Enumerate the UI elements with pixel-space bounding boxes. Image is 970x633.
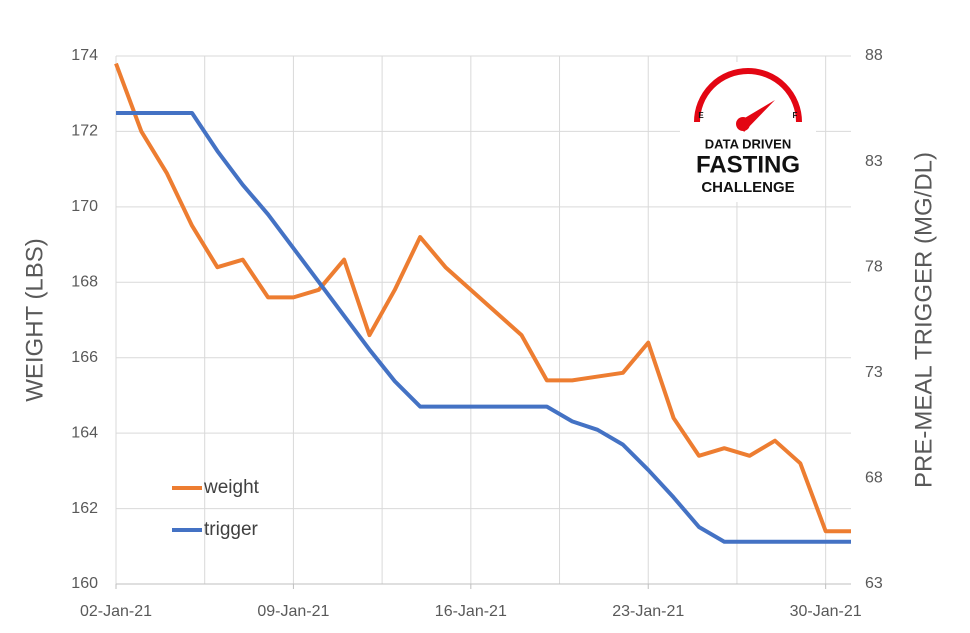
x-tick-label: 02-Jan-21 (80, 603, 152, 620)
series-line (116, 111, 851, 544)
logo-background (680, 62, 816, 202)
y-tick-label: 162 (71, 500, 98, 517)
y2-axis-title: PRE-MEAL TRIGGER (MG/DL) (910, 152, 937, 488)
gauge-label: E (698, 111, 704, 120)
y-tick-label: 168 (71, 274, 98, 291)
logo-text: DATA DRIVEN (705, 136, 791, 151)
gauge-hub (736, 117, 750, 131)
y-tick-label: 172 (71, 123, 98, 140)
y-tick-label: 164 (71, 424, 98, 441)
y2-tick-label: 73 (865, 364, 883, 381)
x-tick-label: 30-Jan-21 (790, 603, 862, 620)
gauge-label: F (793, 111, 798, 120)
logo-text: CHALLENGE (701, 179, 794, 196)
y-axis-title: WEIGHT (LBS) (21, 238, 48, 402)
logo-text: FASTING (696, 151, 800, 178)
x-tick-label: 23-Jan-21 (612, 603, 684, 620)
x-tick-label: 09-Jan-21 (257, 603, 329, 620)
y2-tick-label: 63 (865, 575, 883, 592)
legend-label: weight (203, 477, 260, 498)
y-tick-label: 160 (71, 575, 98, 592)
y2-tick-label: 68 (865, 470, 883, 487)
legend-label: trigger (204, 519, 259, 540)
x-tick-label: 16-Jan-21 (435, 603, 507, 620)
series-line (114, 62, 851, 534)
y-tick-label: 166 (71, 349, 98, 366)
gauge-arc (694, 68, 802, 123)
y2-tick-label: 83 (865, 153, 883, 170)
y-tick-label: 174 (71, 47, 98, 64)
y-tick-label: 170 (71, 198, 98, 215)
y2-tick-label: 78 (865, 258, 883, 275)
logo: E F DATA DRIVEN FASTING CHALLENGE (680, 62, 816, 202)
y2-tick-label: 88 (865, 47, 883, 64)
